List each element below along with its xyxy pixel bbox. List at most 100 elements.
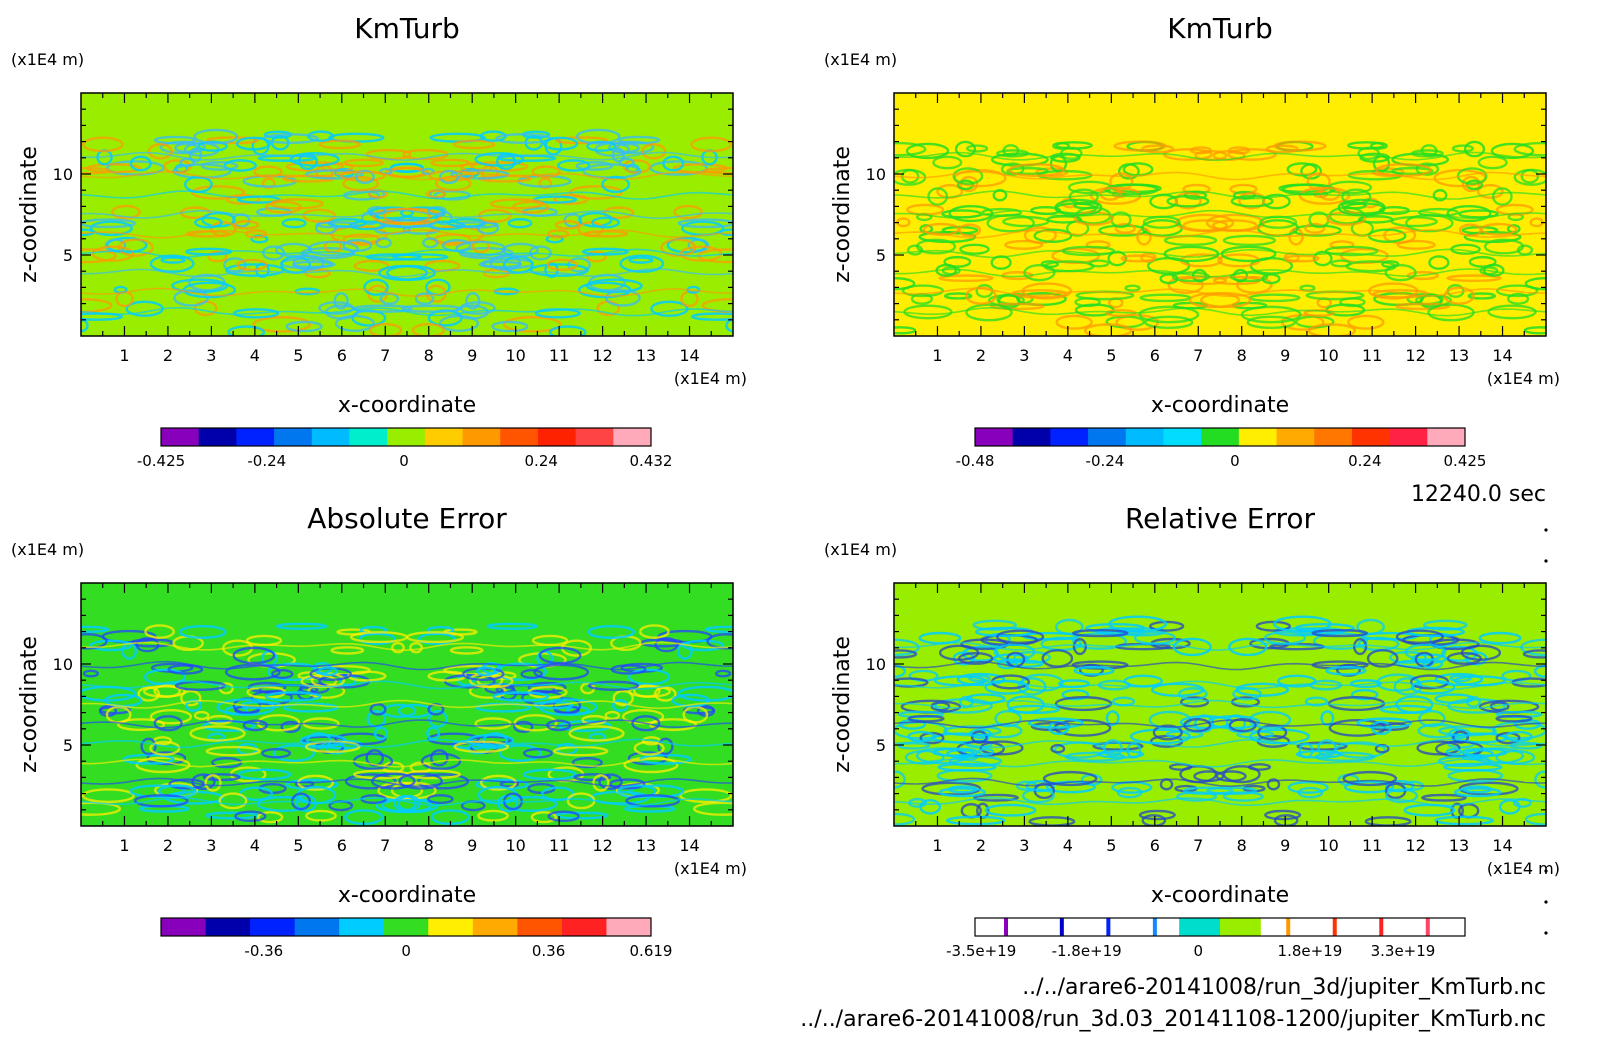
x-tick-label: 5 [293,346,303,365]
edge-dot [1544,869,1548,873]
colorbar-label: 0 [401,942,411,960]
colorbar-swatch [1088,428,1127,446]
x-tick-label: 12 [1405,836,1425,855]
x-tick-label: 11 [1362,346,1382,365]
colorbar-swatch [428,918,474,936]
x-unit-label: (x1E4 m) [674,859,747,878]
colorbar-label: 1.8e+19 [1278,942,1343,960]
colorbar-swatch [294,918,340,936]
x-tick-label: 5 [293,836,303,855]
colorbar-marker [1286,918,1291,936]
x-tick-label: 4 [1063,346,1073,365]
colorbar-swatch [975,428,1014,446]
y-tick-label: 5 [63,246,73,265]
y-unit-label: (x1E4 m) [824,50,897,69]
colorbar-marker [1004,918,1009,936]
colorbar-swatch [424,428,464,446]
x-tick-label: 14 [1492,346,1512,365]
x-ticks: 1 2 3 4 5 6 7 8 9 10 11 12 13 14 [915,93,1525,365]
x-tick-label: 5 [1106,836,1116,855]
y-tick-label: 10 [53,655,73,674]
y-tick-label: 10 [866,165,886,184]
x-tick-label: 3 [206,346,216,365]
x-tick-label: 13 [1449,836,1469,855]
x-tick-label: 7 [1193,346,1203,365]
colorbar-swatch [1260,918,1303,936]
x-tick-label: 11 [549,836,569,855]
colorbar-label: -1.8e+19 [1052,942,1122,960]
colorbar-swatch [1125,428,1164,446]
heatmap-texture [81,128,733,336]
x-tick-label: 6 [337,346,347,365]
x-tick-label: 7 [380,346,390,365]
x-tick-label: 2 [163,836,173,855]
colorbar-swatch [517,918,563,936]
x-tick-label: 1 [932,836,942,855]
chart-title: KmTurb [354,12,460,45]
colorbar-label: 3.3e+19 [1371,942,1436,960]
colorbar-frame [974,917,1466,937]
y-ticks: 5 10 [53,598,733,811]
colorbar-swatch [1314,428,1353,446]
x-tick-label: 11 [549,346,569,365]
x-tick-label: 5 [1106,346,1116,365]
y-axis-label: z-coordinate [830,636,855,773]
edge-dot [1544,528,1548,532]
colorbar-swatch [198,428,237,446]
y-ticks: 5 10 [53,108,733,321]
x-tick-label: 13 [636,346,656,365]
x-unit-label: (x1E4 m) [1487,859,1560,878]
y-axis-label: z-coordinate [17,636,42,773]
colorbar-label: 0 [1230,452,1240,470]
colorbar-swatch [575,428,614,446]
colorbar-marker [1152,918,1157,936]
x-tick-label: 4 [250,836,260,855]
x-tick-label: 4 [1063,836,1073,855]
x-tick-label: 4 [250,346,260,365]
colorbar-swatch [537,428,577,446]
chart-title: KmTurb [1167,12,1273,45]
x-tick-label: 6 [1150,836,1160,855]
x-tick-label: 3 [206,836,216,855]
x-tick-label: 9 [467,836,477,855]
colorbar-swatch [1238,428,1278,446]
x-axis-label: x-coordinate [338,883,476,908]
edge-dot [1544,900,1548,904]
colorbar-swatch [613,428,652,446]
x-tick-label: 11 [1362,836,1382,855]
x-tick-label: 14 [679,836,699,855]
colorbar-swatch [500,428,539,446]
y-tick-label: 5 [876,736,886,755]
x-axis-label: x-coordinate [338,393,476,418]
colorbar-swatch [1351,428,1391,446]
x-tick-label: 9 [1280,346,1290,365]
x-tick-label: 13 [636,836,656,855]
x-tick-label: 1 [932,346,942,365]
colorbar-swatch [975,918,1017,936]
file-path-1: ../../arare6-20141008/run_3d/jupiter_KmT… [1022,975,1546,1000]
colorbar-swatch [1220,918,1262,936]
colorbar-frame [974,427,1466,447]
x-tick-label: 1 [119,836,129,855]
colorbar: -3.5e+19 -1.8e+19 0 1.8e+19 3.3e+19 [946,917,1466,960]
colorbar-label: 0 [1194,942,1204,960]
colorbar-swatch [311,428,350,446]
colorbar-label: 0.24 [1348,452,1381,470]
chart-title: Absolute Error [307,502,507,535]
colorbar-swatch [274,428,313,446]
colorbar-label: 0 [399,452,409,470]
heatmap-field [81,93,733,336]
x-tick-label: 10 [505,346,525,365]
colorbar-swatch [387,428,426,446]
colorbar-swatch [1179,918,1221,936]
colorbar: -0.425 -0.24 0 0.24 0.432 [137,427,672,470]
colorbar-swatch [1342,918,1384,936]
edge-dot [1544,559,1548,563]
edge-dot [1544,931,1548,935]
y-ticks: 5 10 [866,598,1546,811]
colorbar-swatch [205,918,251,936]
colorbar-swatch [161,428,200,446]
colorbar-swatch [472,918,518,936]
